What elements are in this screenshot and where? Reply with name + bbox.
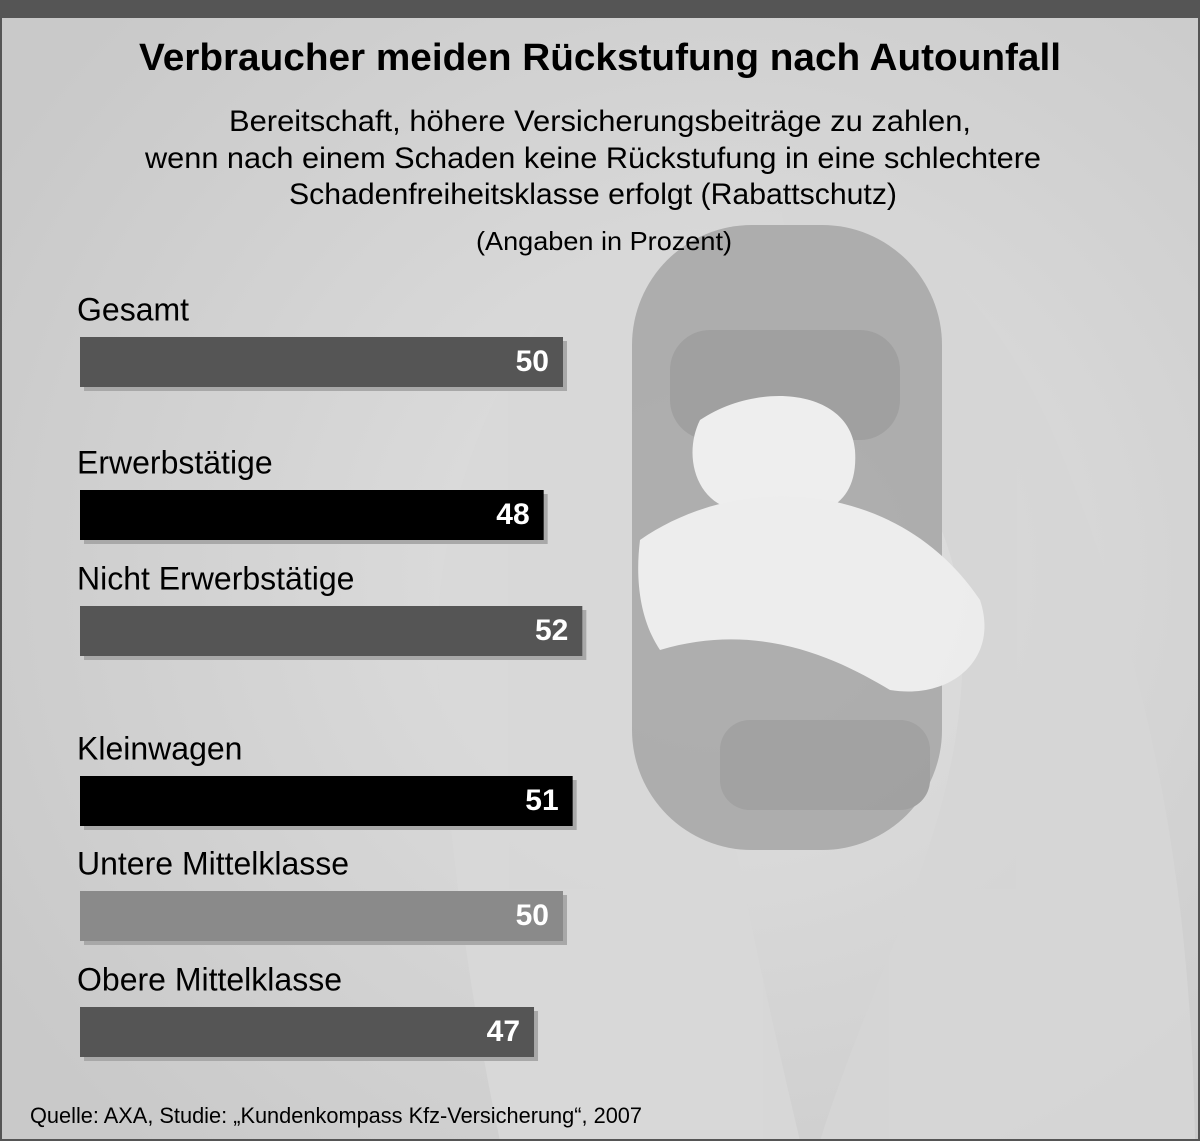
subtitle-line: Schadenfreiheitsklasse erfolgt (Rabattsc… [289,178,897,211]
bar [80,1007,535,1057]
bar [80,606,583,656]
subtitle-line: wenn nach einem Schaden keine Rückstufun… [144,142,1041,175]
bar [80,891,563,941]
value-label: 50 [516,345,549,378]
subtitle-line: Bereitschaft, höhere Versicherungsbeiträ… [229,105,971,138]
category-label: Nicht Erwerbstätige [77,560,354,596]
source: Quelle: AXA, Studie: „Kundenkompass Kfz-… [30,1103,642,1128]
bar [80,490,544,540]
category-label: Untere Mittelklasse [77,845,349,881]
value-label: 51 [525,784,558,817]
category-label: Obere Mittelklasse [77,961,342,997]
chart-title: Verbraucher meiden Rückstufung nach Auto… [139,37,1061,79]
bar [80,337,563,387]
unit-note: (Angaben in Prozent) [476,226,732,256]
category-label: Kleinwagen [77,730,242,766]
category-label: Erwerbstätige [77,444,273,480]
top-band [0,0,1200,18]
bar [80,776,573,826]
category-label: Gesamt [77,291,189,327]
value-label: 50 [516,899,549,932]
value-label: 48 [496,498,529,531]
value-label: 47 [487,1015,520,1048]
value-label: 52 [535,614,568,647]
